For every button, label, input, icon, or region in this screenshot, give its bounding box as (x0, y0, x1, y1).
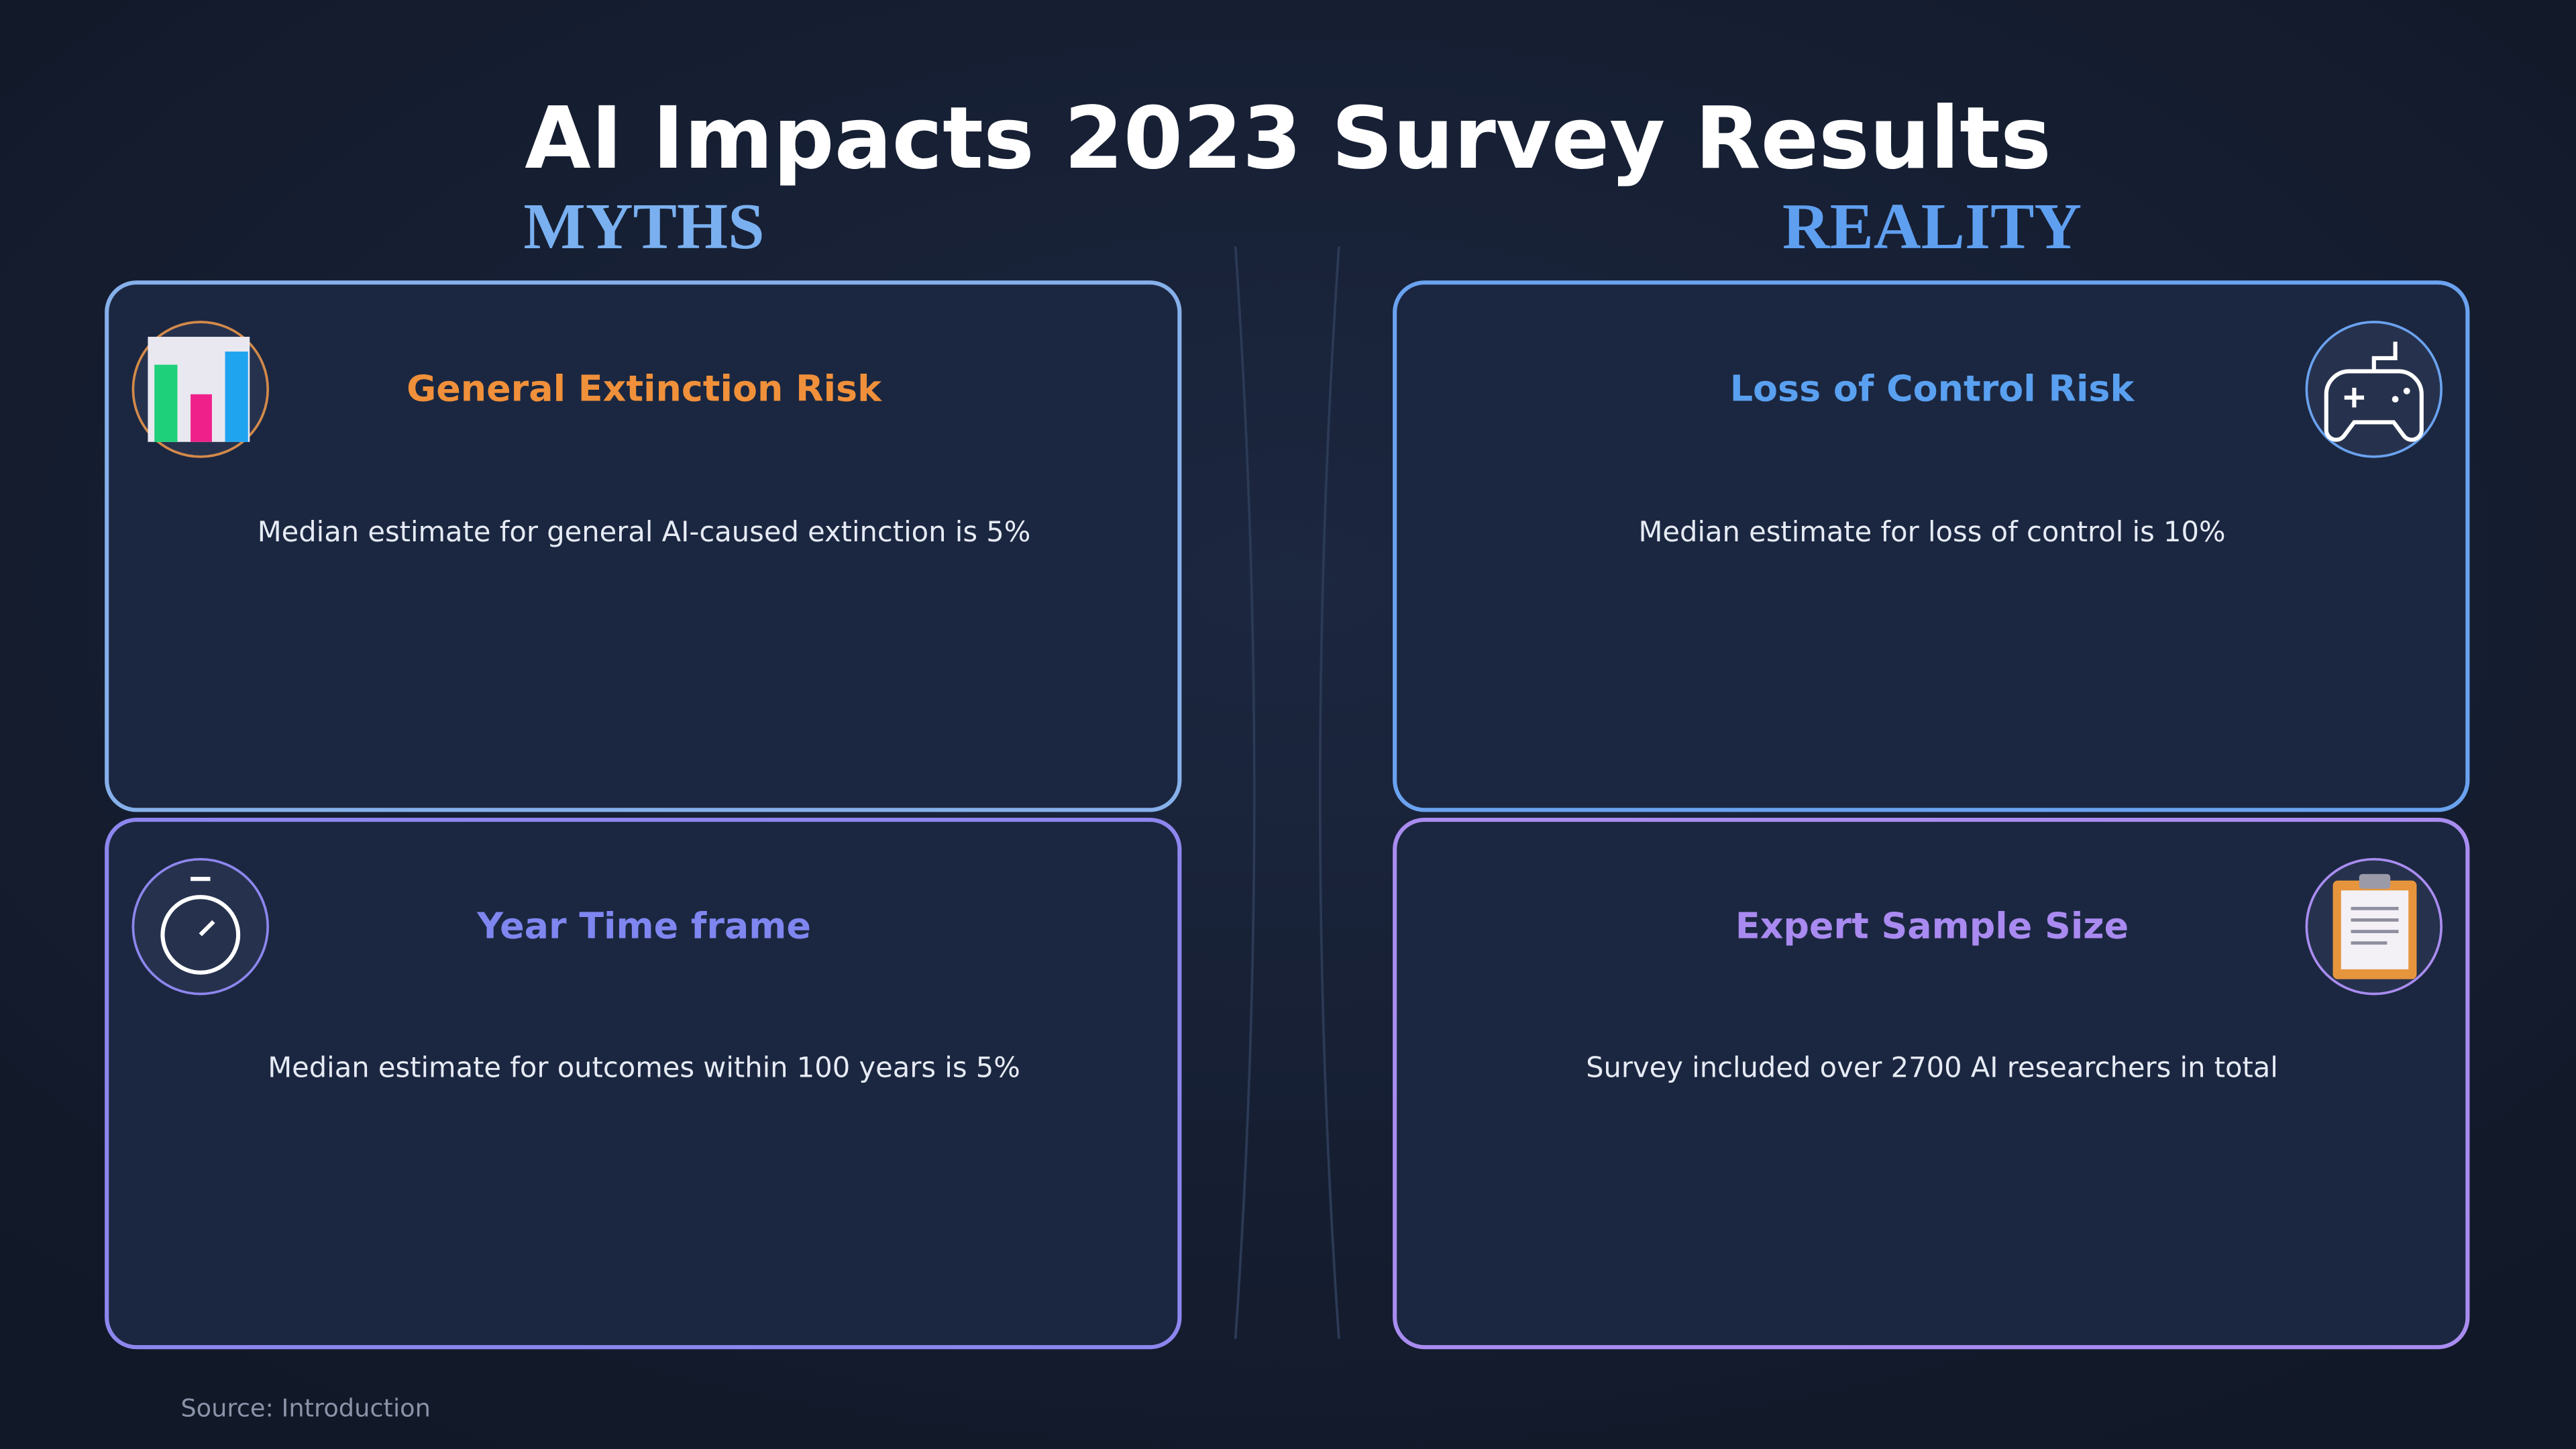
card (105, 817, 1182, 1350)
card-title: Year Time frame (476, 904, 811, 947)
card (1393, 817, 2470, 1350)
card (105, 280, 1182, 812)
card-text: Median estimate for loss of control is 1… (1639, 515, 2226, 548)
chart-icon (131, 321, 270, 458)
divider (1234, 246, 1340, 1340)
column-heading: REALITY (1782, 191, 2082, 263)
gamepad-icon (2305, 321, 2443, 458)
column-heading: MYTHS (523, 191, 764, 263)
card-text: Median estimate for outcomes within 100 … (268, 1051, 1020, 1083)
card-title: Expert Sample Size (1735, 904, 2129, 947)
card-title: General Extinction Risk (407, 367, 882, 409)
source-note: Source: Introduction (180, 1394, 431, 1423)
card-text: Survey included over 2700 AI researchers… (1586, 1051, 2278, 1083)
clipboard-icon (2305, 857, 2443, 996)
stopwatch-icon (131, 857, 270, 996)
card-text: Median estimate for general AI-caused ex… (258, 515, 1031, 548)
card (1393, 280, 2470, 812)
slide-title: AI Impacts 2023 Survey Results (525, 89, 2051, 189)
card-title: Loss of Control Risk (1730, 367, 2135, 409)
